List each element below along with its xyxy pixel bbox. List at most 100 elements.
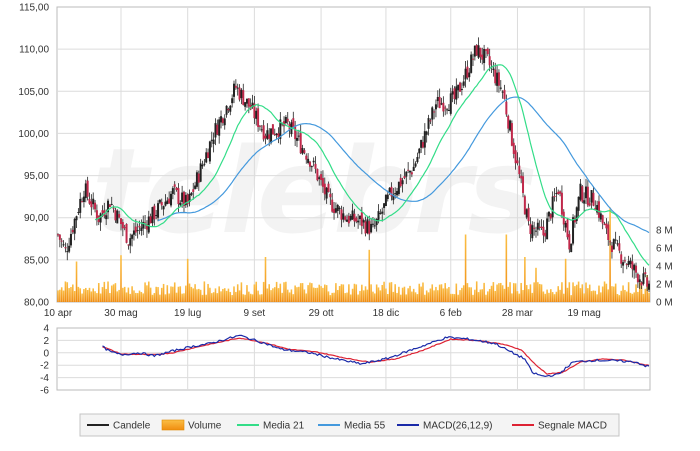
volume-bar xyxy=(173,282,176,302)
candle-body xyxy=(575,207,578,222)
candle-body xyxy=(618,243,621,251)
candle-body xyxy=(597,201,600,218)
candle-body xyxy=(171,188,174,194)
candle-body xyxy=(449,93,452,114)
candle-body xyxy=(462,81,465,86)
candle-body xyxy=(431,107,434,120)
candle-body xyxy=(446,109,449,111)
volume-bar xyxy=(233,286,235,302)
volume-bar xyxy=(151,294,154,302)
volume-bar xyxy=(614,283,617,302)
volume-bar xyxy=(325,285,328,302)
volume-bar xyxy=(631,293,634,302)
volume-bar xyxy=(437,290,439,302)
volume-bar xyxy=(299,283,302,302)
volume-bar xyxy=(290,289,293,302)
candle-body xyxy=(368,221,371,235)
candle-body xyxy=(525,209,528,218)
volume-bar xyxy=(453,294,456,302)
candle-body xyxy=(588,203,591,206)
volume-bar xyxy=(637,291,639,302)
volume-bar xyxy=(587,288,589,302)
candle-body xyxy=(90,201,93,208)
candle-body xyxy=(371,223,374,225)
candle-body xyxy=(318,177,321,179)
volume-bar xyxy=(120,255,122,302)
candle-body xyxy=(346,219,349,222)
legend-label-ma55: Media 55 xyxy=(344,421,386,432)
candle-body xyxy=(73,218,76,234)
volume-bar xyxy=(542,291,545,302)
volume-bar xyxy=(331,292,333,302)
date-tick-label: 9 set xyxy=(244,308,266,319)
candle-body xyxy=(86,180,89,197)
volume-bar xyxy=(474,289,476,302)
volume-bar xyxy=(248,291,250,302)
candle-body xyxy=(635,265,638,273)
volume-bar xyxy=(222,288,224,302)
legend: Candele Volume Media 21 Media 55 MACD(26,12,… xyxy=(87,419,607,432)
macd-line xyxy=(102,334,650,378)
volume-bar xyxy=(90,291,93,302)
candle-body xyxy=(145,224,148,230)
volume-bar xyxy=(198,288,200,302)
volume-bar xyxy=(86,289,89,302)
candle-body xyxy=(609,241,612,243)
candle-body xyxy=(610,245,613,253)
volume-bar xyxy=(336,289,339,302)
date-tick-label: 28 mar xyxy=(502,308,534,319)
volume-bar xyxy=(94,291,96,302)
candle-body xyxy=(92,198,95,205)
volume-bar xyxy=(581,284,584,302)
media-21-line xyxy=(94,64,650,266)
volume-bar xyxy=(412,288,415,302)
volume-bar xyxy=(422,282,424,302)
volume-bar xyxy=(374,293,376,302)
volume-axis: 8 M 6 M 4 M 2 M 0 M xyxy=(656,226,673,309)
volume-bar xyxy=(635,284,637,302)
candle-body xyxy=(334,208,337,213)
candle-body xyxy=(118,214,121,218)
candle-body xyxy=(622,262,625,266)
volume-bar xyxy=(303,289,306,302)
volume-bar xyxy=(648,292,650,302)
volume-bar xyxy=(186,258,189,302)
candle-body xyxy=(112,207,115,209)
volume-bar xyxy=(307,285,309,302)
candle-body xyxy=(596,204,599,213)
volume-bar xyxy=(323,284,326,302)
volume-bar xyxy=(129,293,132,302)
watermark-logo: telebrs xyxy=(92,122,535,260)
volume-bar xyxy=(283,282,285,302)
candle-body xyxy=(218,119,221,136)
candle-body xyxy=(127,244,130,246)
volume-bar xyxy=(416,294,419,302)
volume-bar xyxy=(529,284,532,302)
candle-body xyxy=(229,105,232,112)
candle-body xyxy=(283,121,286,127)
volume-bar xyxy=(190,286,193,302)
volume-bar xyxy=(103,281,106,302)
volume-bar xyxy=(270,290,272,302)
candle-body xyxy=(373,225,376,227)
candle-body xyxy=(221,118,224,124)
volume-bar xyxy=(135,292,137,302)
volume-tick-label: 8 M xyxy=(656,226,673,237)
volume-bar xyxy=(110,285,113,302)
candle-body xyxy=(418,148,421,154)
price-tick-label: 100,00 xyxy=(18,129,49,140)
candle-body xyxy=(82,196,85,203)
volume-bar xyxy=(344,293,346,302)
volume-bar xyxy=(609,207,611,302)
candle-body xyxy=(616,243,619,245)
candle-body xyxy=(220,116,223,123)
candle-body xyxy=(175,187,178,190)
candle-body xyxy=(192,189,195,192)
volume-bar xyxy=(451,293,454,302)
volume-bar xyxy=(116,291,119,302)
candle-body xyxy=(499,87,502,89)
candle-body xyxy=(527,207,530,222)
volume-bar xyxy=(512,283,515,302)
candle-body xyxy=(614,239,617,241)
candle-body xyxy=(75,216,78,221)
